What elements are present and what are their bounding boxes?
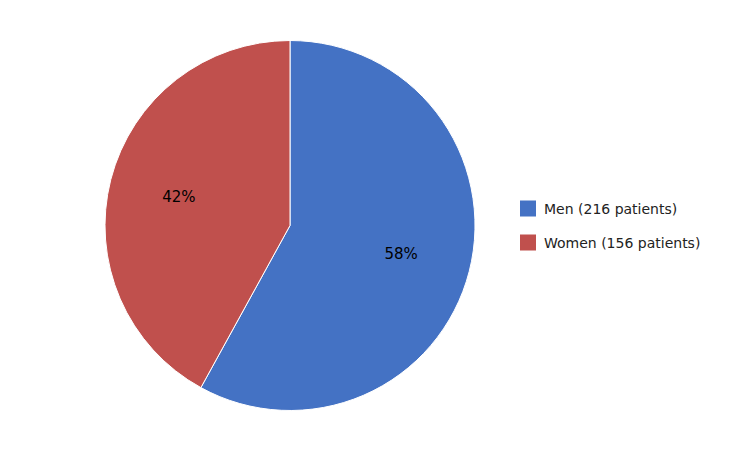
data-label: 58% [384,245,417,263]
data-labels: 58% 42% [162,188,418,263]
legend-label: Women (156 patients) [544,235,700,251]
pie-slice [105,41,290,388]
legend-swatch [520,201,536,217]
slices [105,41,475,411]
legend-swatch [520,235,536,251]
data-label: 42% [162,188,195,206]
legend: Men (216 patients) Women (156 patients) [520,201,700,251]
chart-svg: 58% 42% Men (216 patients) Women (156 patie… [0,0,752,451]
legend-label: Men (216 patients) [544,201,677,217]
chart-container: 58% 42% Men (216 patients) Women (156 patie… [0,0,752,451]
